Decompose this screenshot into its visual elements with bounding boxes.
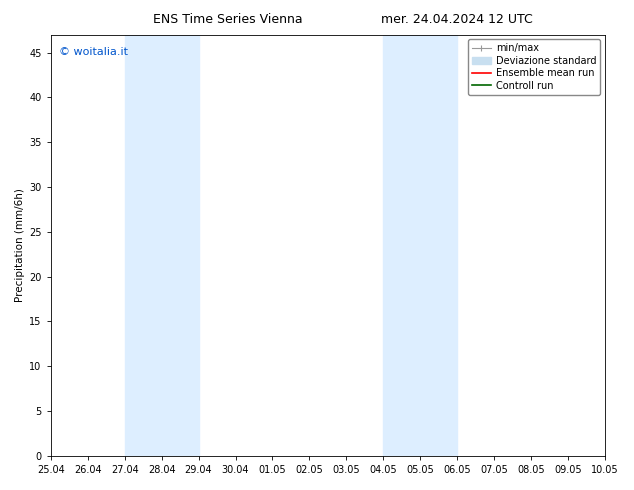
Bar — [384, 35, 457, 456]
Text: ENS Time Series Vienna: ENS Time Series Vienna — [153, 13, 303, 26]
Legend: min/max, Deviazione standard, Ensemble mean run, Controll run: min/max, Deviazione standard, Ensemble m… — [468, 40, 600, 95]
Bar — [125, 35, 198, 456]
Text: © woitalia.it: © woitalia.it — [59, 47, 128, 57]
Text: mer. 24.04.2024 12 UTC: mer. 24.04.2024 12 UTC — [380, 13, 533, 26]
Y-axis label: Precipitation (mm/6h): Precipitation (mm/6h) — [15, 188, 25, 302]
